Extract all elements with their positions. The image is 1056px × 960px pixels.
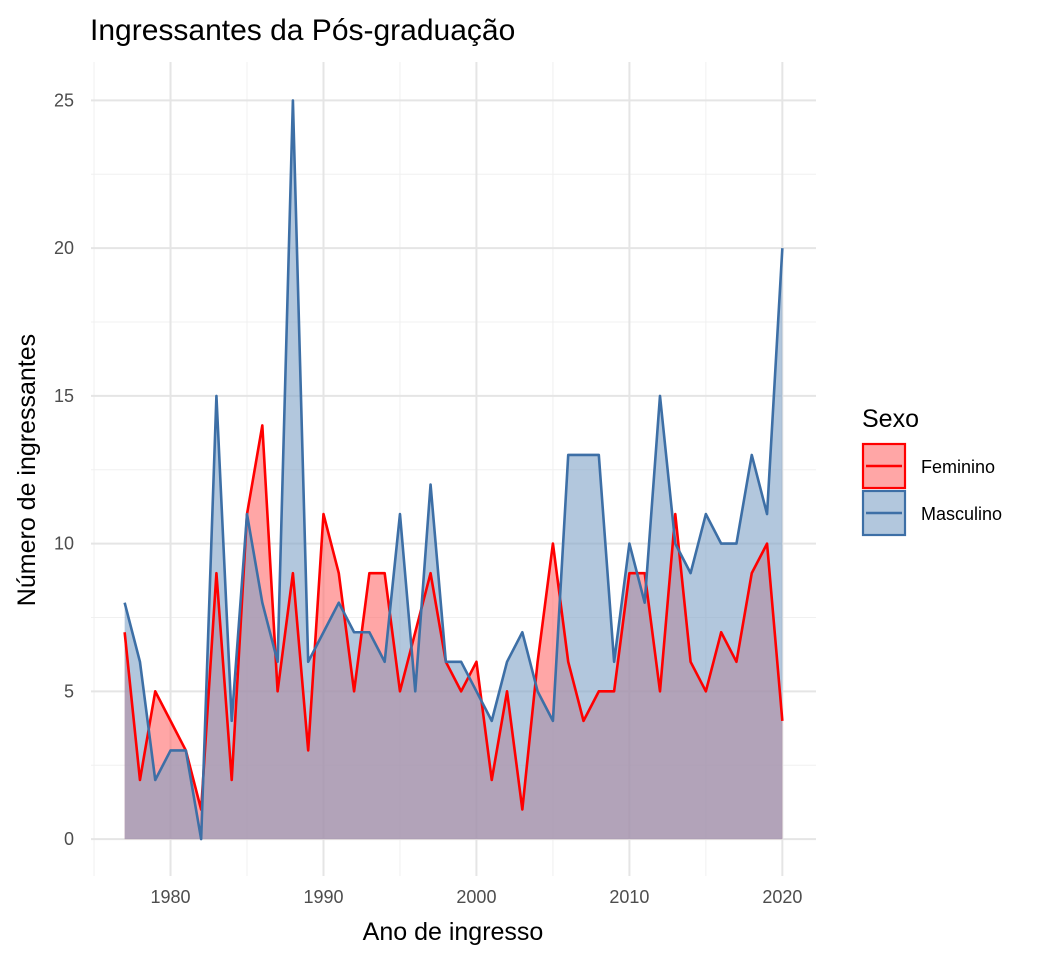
x-axis-ticks: 1980 1990 2000 2010 2020: [151, 887, 803, 907]
y-tick-label: 0: [64, 829, 74, 849]
x-tick-label: 2020: [762, 887, 802, 907]
x-tick-label: 1980: [151, 887, 191, 907]
legend: Sexo Feminino Masculino: [861, 405, 1002, 537]
y-axis-title: Número de ingressantes: [13, 334, 41, 606]
x-tick-label: 2010: [609, 887, 649, 907]
y-tick-label: 15: [54, 386, 74, 406]
line-feminino: [123, 424, 784, 811]
legend-label-feminino: Feminino: [921, 457, 995, 477]
series-lines: [123, 99, 784, 841]
y-axis-ticks: 0 5 10 15 20 25: [54, 90, 74, 849]
y-tick-label: 10: [54, 534, 74, 554]
x-tick-label: 2000: [456, 887, 496, 907]
y-tick-label: 25: [54, 90, 74, 110]
x-axis-title: Ano de ingresso: [363, 918, 544, 946]
y-tick-label: 20: [54, 238, 74, 258]
x-tick-label: 1990: [303, 887, 343, 907]
legend-title: Sexo: [862, 405, 919, 433]
y-tick-label: 5: [64, 681, 74, 701]
legend-label-masculino: Masculino: [921, 504, 1002, 524]
line-masculino: [123, 99, 784, 841]
chart-title: Ingressantes da Pós-graduação: [90, 14, 515, 47]
